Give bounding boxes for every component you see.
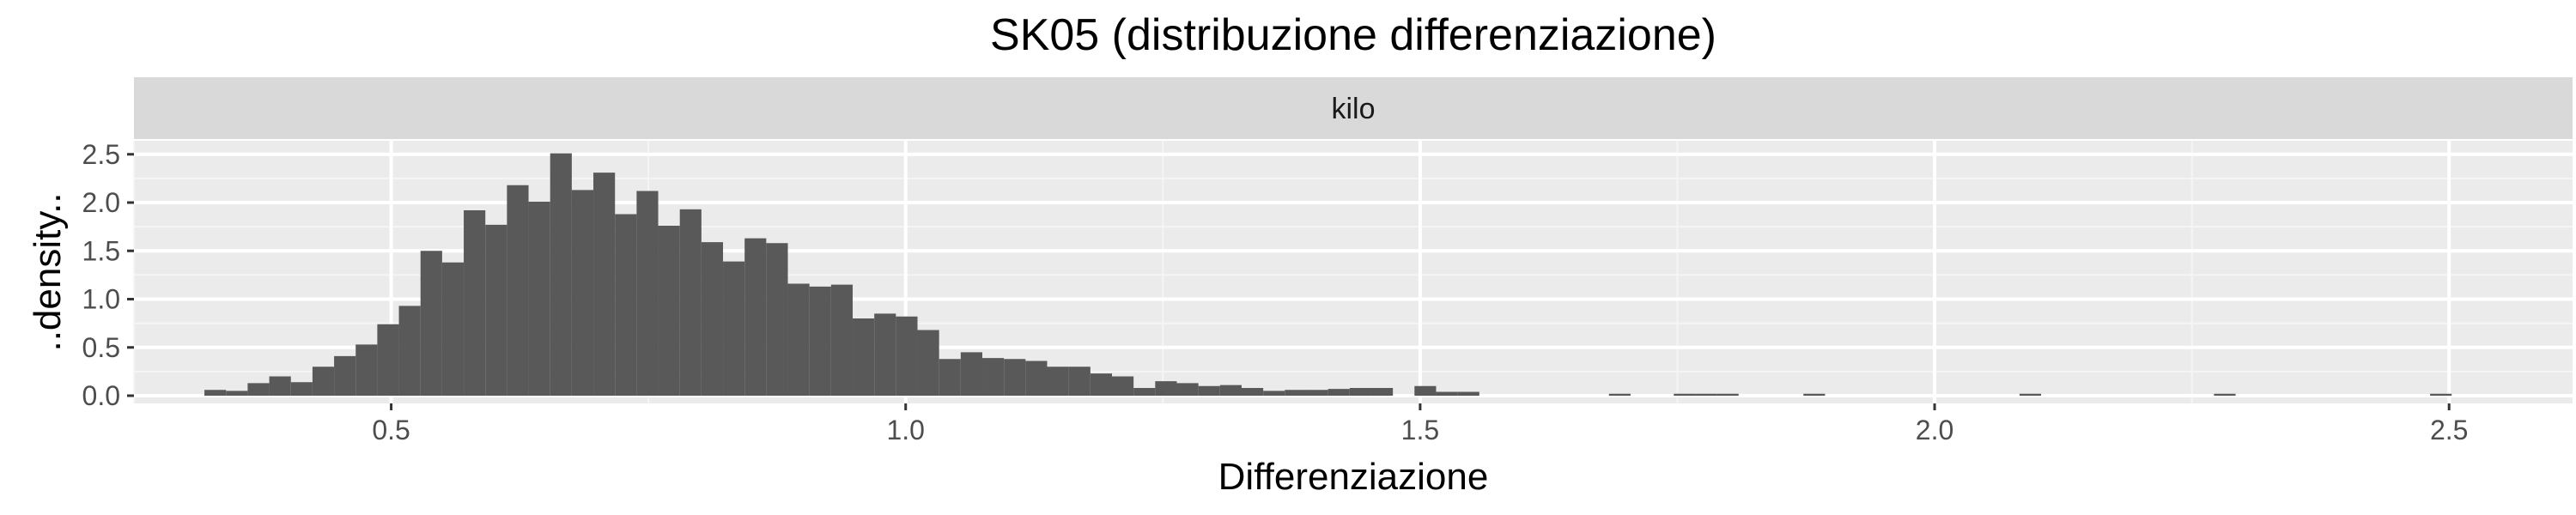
- histogram-bar: [723, 261, 745, 396]
- histogram-bar: [1025, 360, 1048, 396]
- y-tick-label: 2.5: [82, 139, 120, 170]
- histogram-bar: [420, 251, 442, 396]
- histogram-bar: [960, 352, 983, 396]
- histogram-bar: [809, 286, 831, 396]
- histogram-bar: [1111, 376, 1134, 396]
- facet-strip-label: kilo: [1331, 93, 1375, 125]
- histogram-bar: [269, 376, 291, 396]
- histogram-bar: [701, 242, 724, 396]
- histogram-bar: [1047, 367, 1069, 396]
- histogram-bar: [1198, 385, 1220, 396]
- y-tick-label: 1.5: [82, 235, 120, 266]
- histogram-bar: [766, 243, 788, 396]
- histogram-bar: [1176, 383, 1199, 396]
- histogram-bar: [507, 185, 529, 396]
- histogram-bar: [853, 318, 875, 396]
- histogram-bar: [896, 316, 918, 396]
- histogram-bar: [658, 226, 680, 396]
- histogram-bar: [1327, 389, 1350, 396]
- y-tick-label: 0.5: [82, 332, 120, 363]
- histogram-bar: [744, 238, 767, 396]
- histogram-bar: [787, 283, 810, 396]
- histogram-bar: [1263, 391, 1285, 396]
- histogram-bar: [528, 201, 550, 396]
- x-tick-label: 0.5: [372, 415, 410, 445]
- histogram-bar: [204, 390, 227, 396]
- x-axis: 0.5 1.0 1.5 2.0 2.5: [372, 403, 2468, 445]
- histogram-bar: [1436, 391, 1458, 396]
- histogram-bar: [441, 262, 465, 396]
- histogram-bar: [398, 306, 421, 396]
- histogram-bar: [1457, 391, 1479, 396]
- histogram-bar: [874, 313, 896, 396]
- histogram-bar: [1004, 359, 1026, 396]
- histogram-bar: [830, 284, 854, 396]
- histogram-bar: [1306, 390, 1328, 396]
- histogram-bar: [550, 153, 572, 396]
- histogram-bar: [1803, 393, 1826, 396]
- histogram-bar: [1155, 381, 1177, 396]
- y-axis: 0.0 0.5 1.0 1.5 2.0 2.5: [82, 139, 134, 411]
- histogram-bar: [1608, 393, 1631, 396]
- x-tick-label: 2.0: [1916, 415, 1953, 445]
- x-axis-title: Differenziazione: [1218, 456, 1489, 498]
- histogram-bar: [1241, 388, 1264, 396]
- histogram-bar: [485, 224, 507, 396]
- y-tick-label: 2.0: [82, 187, 120, 218]
- histogram-bar: [1695, 393, 1717, 396]
- histogram-bar: [1716, 393, 1739, 396]
- x-tick-label: 2.5: [2430, 415, 2468, 445]
- histogram-bar: [290, 382, 313, 396]
- y-axis-title: ..density..: [27, 192, 69, 351]
- histogram-bar: [1133, 388, 1156, 396]
- histogram-bar: [593, 173, 616, 396]
- histogram-bar: [636, 191, 659, 396]
- histogram-bar: [917, 330, 939, 396]
- histogram-bar: [2019, 393, 2042, 396]
- histogram-bar: [377, 324, 399, 396]
- histogram-bar: [312, 367, 335, 396]
- x-tick-label: 1.5: [1401, 415, 1439, 445]
- histogram-bar: [1349, 388, 1371, 396]
- y-tick-label: 1.0: [82, 284, 120, 315]
- histogram-bar: [2214, 393, 2236, 396]
- histogram-bar: [1414, 385, 1437, 396]
- histogram-bar: [615, 214, 637, 396]
- histogram-bar: [1090, 373, 1112, 396]
- histogram-bar: [571, 190, 594, 396]
- histogram-bar: [355, 344, 378, 396]
- histogram-bar: [464, 210, 486, 396]
- histogram-bar: [1068, 367, 1091, 396]
- histogram-bar: [247, 383, 270, 396]
- x-tick-label: 1.0: [886, 415, 924, 445]
- y-tick-label: 0.0: [82, 380, 120, 411]
- histogram-bar: [679, 209, 702, 396]
- histogram-bar: [1674, 393, 1696, 396]
- histogram-bars: [204, 153, 2452, 396]
- histogram-bar: [982, 358, 1005, 396]
- chart-title: SK05 (distribuzione differenziazione): [990, 10, 1716, 60]
- histogram-bar: [1285, 390, 1307, 396]
- histogram-bar: [226, 391, 248, 396]
- histogram-bar: [2430, 393, 2452, 396]
- histogram-bar: [1370, 388, 1394, 396]
- histogram-bar: [1219, 385, 1242, 396]
- histogram-bar: [939, 359, 961, 396]
- facet-strip: [134, 77, 2573, 139]
- histogram-bar: [334, 355, 356, 396]
